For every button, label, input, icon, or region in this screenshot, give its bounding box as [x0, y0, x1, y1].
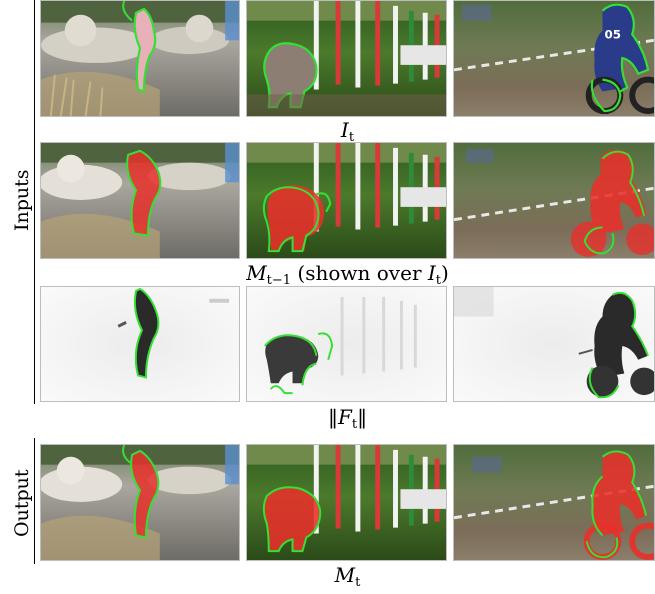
row1-fountain-image — [40, 0, 240, 117]
caption-output-mask: Mt — [334, 563, 361, 590]
row4-fountain-output — [40, 444, 240, 561]
output-label: Output — [11, 469, 33, 537]
row3-motocross-flow — [453, 286, 655, 402]
caption-flow-norm: ‖Ft‖ — [327, 405, 368, 432]
row2-motocross-mask — [453, 142, 655, 259]
row4-motocross-output — [453, 444, 655, 561]
row3-dog-flow — [246, 286, 447, 402]
row2-dog-mask — [246, 142, 447, 259]
race-number-text: 05 — [604, 27, 621, 41]
row1-dog-image — [246, 0, 447, 117]
inputs-bracket — [34, 0, 35, 404]
caption-input-image: It — [340, 118, 355, 145]
output-bracket — [34, 438, 35, 564]
row2-fountain-mask — [40, 142, 240, 259]
caption-previous-mask: Mt−1 (shown over It) — [246, 261, 449, 288]
row4-dog-output — [246, 444, 447, 561]
row3-fountain-flow — [40, 286, 240, 402]
inputs-label: Inputs — [11, 169, 33, 231]
row1-motocross-image: 05 — [453, 0, 655, 117]
